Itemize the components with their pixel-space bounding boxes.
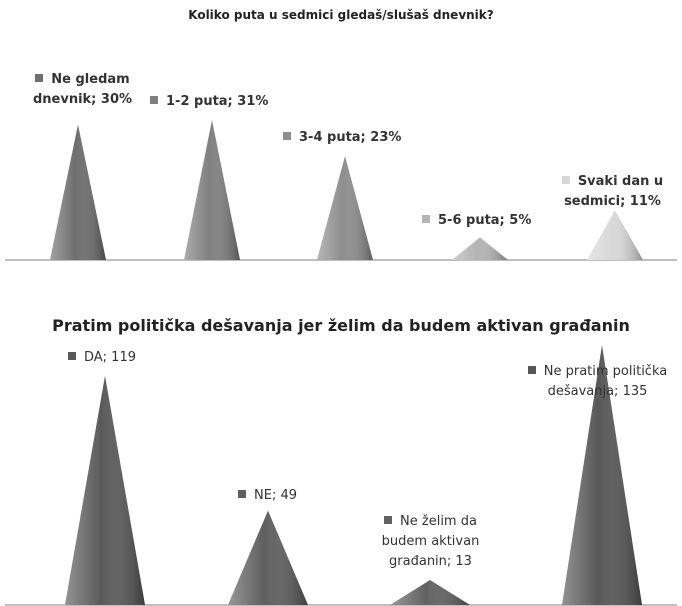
cone-shade (452, 237, 508, 260)
legend-marker (422, 215, 430, 223)
label-text: Ne želim da budem aktivan građanin; 13 (381, 514, 480, 569)
data-label: 5-6 puta; 5% (422, 211, 572, 231)
data-label: Ne gledam dnevnik; 30% (15, 70, 150, 110)
legend-marker (150, 96, 158, 104)
label-text: 5-6 puta; 5% (438, 213, 532, 228)
cone-shade (317, 156, 373, 260)
data-label: NE; 49 (238, 486, 328, 506)
legend-marker (238, 490, 246, 498)
legend-marker (68, 352, 76, 360)
label-text: Svaki dan u sedmici; 11% (564, 174, 664, 209)
data-label: Svaki dan u sedmici; 11% (550, 172, 675, 212)
cone-shade (65, 375, 145, 605)
chart-title: Koliko puta u sedmici gledaš/slušaš dnev… (188, 8, 494, 22)
cone-shade (184, 120, 240, 260)
cone-shade (587, 210, 643, 260)
label-text: NE; 49 (254, 488, 297, 503)
data-label: 3-4 puta; 23% (283, 128, 433, 148)
label-text: Ne gledam dnevnik; 30% (32, 72, 133, 107)
data-label: DA; 119 (68, 348, 178, 368)
cone-shade (228, 510, 308, 605)
label-text: 3-4 puta; 23% (299, 130, 402, 145)
cone-shade (562, 345, 642, 605)
data-label: Ne pratim politička dešavanja; 135 (525, 362, 670, 402)
data-label: Ne želim da budem aktivan građanin; 13 (368, 512, 493, 572)
cone-shade (50, 124, 106, 260)
label-text: Ne pratim politička dešavanja; 135 (543, 364, 668, 399)
legend-marker (35, 74, 44, 82)
label-text: 1-2 puta; 31% (166, 94, 269, 109)
data-label: 1-2 puta; 31% (150, 92, 300, 112)
legend-marker (527, 366, 536, 374)
legend-marker (561, 176, 570, 184)
legend-marker (384, 516, 393, 524)
label-text: DA; 119 (84, 350, 136, 365)
legend-marker (283, 132, 291, 140)
cone-shade (390, 579, 470, 605)
chart-title: Pratim politička dešavanja jer želim da … (52, 316, 630, 335)
